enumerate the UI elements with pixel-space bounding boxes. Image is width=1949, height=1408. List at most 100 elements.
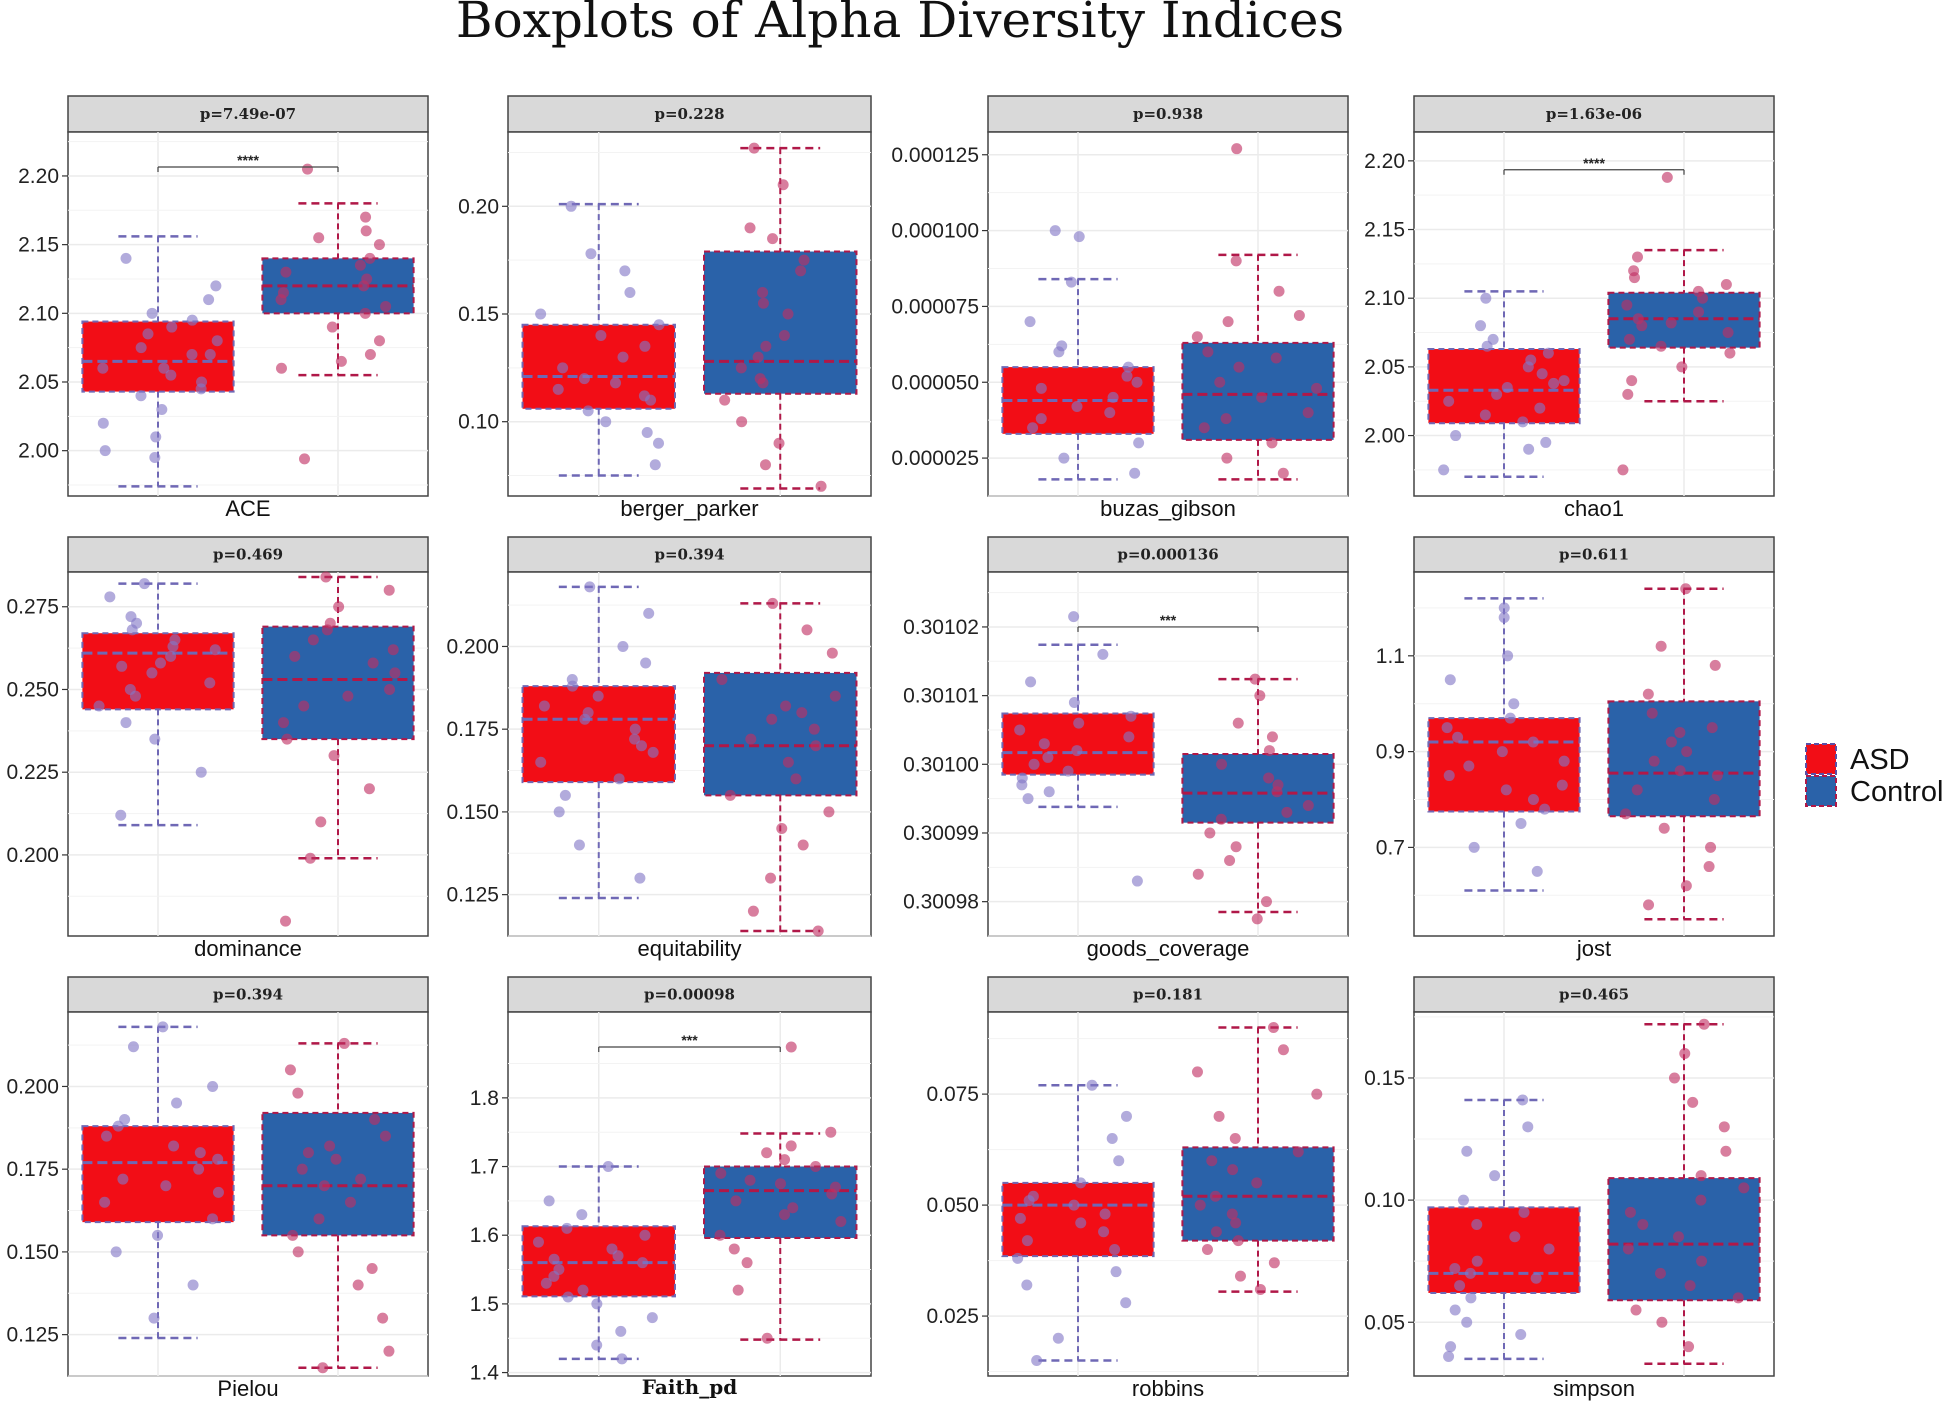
data-point-asd xyxy=(579,713,591,725)
data-point-control xyxy=(1234,1270,1246,1282)
data-point-control xyxy=(1668,1072,1680,1084)
y-tick-label: 0.150 xyxy=(446,801,499,824)
y-tick-label: 1.6 xyxy=(470,1224,499,1247)
data-point-asd xyxy=(548,1270,560,1282)
data-point-control xyxy=(757,377,769,389)
data-point-control xyxy=(315,816,327,828)
data-point-asd xyxy=(1131,376,1143,388)
data-point-asd xyxy=(1445,1341,1457,1353)
data-point-asd xyxy=(135,342,147,354)
data-point-asd xyxy=(1450,430,1462,442)
data-point-control xyxy=(364,349,376,361)
data-point-control xyxy=(373,239,385,251)
data-point-asd xyxy=(1065,276,1077,288)
data-point-asd xyxy=(1014,1212,1026,1224)
data-point-control xyxy=(1268,1257,1280,1269)
data-point-asd xyxy=(578,373,590,385)
data-point-control xyxy=(1628,272,1640,284)
data-point-asd xyxy=(1475,320,1487,332)
data-point-control xyxy=(318,1180,330,1192)
box-asd xyxy=(521,585,676,900)
data-point-asd xyxy=(1042,751,1054,763)
data-point-control xyxy=(299,453,311,465)
data-point-control xyxy=(1254,1283,1266,1295)
data-point-asd xyxy=(204,349,216,361)
data-point-control xyxy=(1683,1341,1695,1353)
data-point-control xyxy=(1623,333,1635,345)
y-tick-label: 0.30102 xyxy=(903,616,979,639)
data-point-asd xyxy=(532,1236,544,1248)
data-point-asd xyxy=(101,1130,113,1142)
data-point-control xyxy=(1213,1110,1225,1122)
box-iqr xyxy=(1427,717,1581,813)
data-point-control xyxy=(307,634,319,646)
data-point-asd xyxy=(1464,1267,1476,1279)
y-tick-label: 0.150 xyxy=(6,1241,59,1264)
data-point-control xyxy=(1302,407,1314,419)
legend-label-asd: ASD xyxy=(1850,744,1910,776)
data-point-asd xyxy=(1125,710,1137,722)
panel-simpson: p=0.465 0.05 0.10 0.15 simpson xyxy=(1364,976,1775,1401)
data-point-control xyxy=(1229,1133,1241,1145)
data-point-asd xyxy=(582,405,594,417)
p-value-label: p=0.938 xyxy=(1133,105,1203,123)
data-point-asd xyxy=(148,1312,160,1324)
box-control xyxy=(1607,1022,1761,1366)
y-tick-label: 0.050 xyxy=(926,1194,979,1217)
data-point-asd xyxy=(561,1222,573,1234)
data-point-control xyxy=(1661,171,1673,183)
data-point-asd xyxy=(1523,443,1535,455)
y-tick-label: 2.20 xyxy=(18,165,59,188)
data-point-asd xyxy=(1489,1170,1501,1182)
y-tick-label: 2.05 xyxy=(18,371,59,394)
data-point-asd xyxy=(1021,1235,1033,1247)
data-point-control xyxy=(1703,861,1715,873)
data-point-asd xyxy=(619,265,631,277)
data-point-control xyxy=(1720,278,1732,290)
y-tick-label: 0.025 xyxy=(926,1305,979,1328)
y-tick-label: 0.200 xyxy=(6,1075,59,1098)
data-point-asd xyxy=(1052,1332,1064,1344)
data-point-asd xyxy=(1530,1272,1542,1284)
data-point-control xyxy=(1646,707,1658,719)
data-point-asd xyxy=(1539,803,1551,815)
data-point-control xyxy=(335,355,347,367)
data-point-control xyxy=(1277,467,1289,479)
p-value-label: p=7.49e-07 xyxy=(200,105,296,123)
data-point-asd xyxy=(1444,674,1456,686)
data-point-control xyxy=(1209,1190,1221,1202)
data-point-asd xyxy=(1465,1292,1477,1304)
y-tick-label: 0.30099 xyxy=(903,822,979,845)
data-point-control xyxy=(782,308,794,320)
data-point-control xyxy=(767,597,779,609)
data-point-control xyxy=(829,690,841,702)
y-tick-label: 0.30098 xyxy=(903,891,979,914)
data-point-asd xyxy=(634,872,646,884)
data-point-asd xyxy=(1479,409,1491,421)
data-point-control xyxy=(779,1154,791,1166)
data-point-control xyxy=(354,259,366,271)
data-point-control xyxy=(1210,1226,1222,1238)
data-point-asd xyxy=(595,330,607,342)
data-point-control xyxy=(292,1087,304,1099)
significance-stars: *** xyxy=(1160,612,1177,628)
y-tick-label: 2.00 xyxy=(18,440,59,463)
data-point-control xyxy=(1674,765,1686,777)
data-point-control xyxy=(826,647,838,659)
data-point-control xyxy=(389,667,401,679)
box-iqr xyxy=(1427,1206,1581,1294)
data-point-asd xyxy=(1129,467,1141,479)
data-point-control xyxy=(367,657,379,669)
data-point-control xyxy=(330,1153,342,1165)
data-point-control xyxy=(320,571,332,583)
data-point-asd xyxy=(1522,1121,1534,1133)
data-point-asd xyxy=(602,1161,614,1173)
y-tick-label: 0.000050 xyxy=(891,371,979,394)
data-point-control xyxy=(379,1130,391,1142)
data-point-asd xyxy=(167,640,179,652)
y-tick-label: 0.175 xyxy=(446,718,499,741)
strip-header xyxy=(987,95,1349,133)
data-point-asd xyxy=(1548,377,1560,389)
data-point-asd xyxy=(160,1180,172,1192)
data-point-asd xyxy=(615,1325,627,1337)
